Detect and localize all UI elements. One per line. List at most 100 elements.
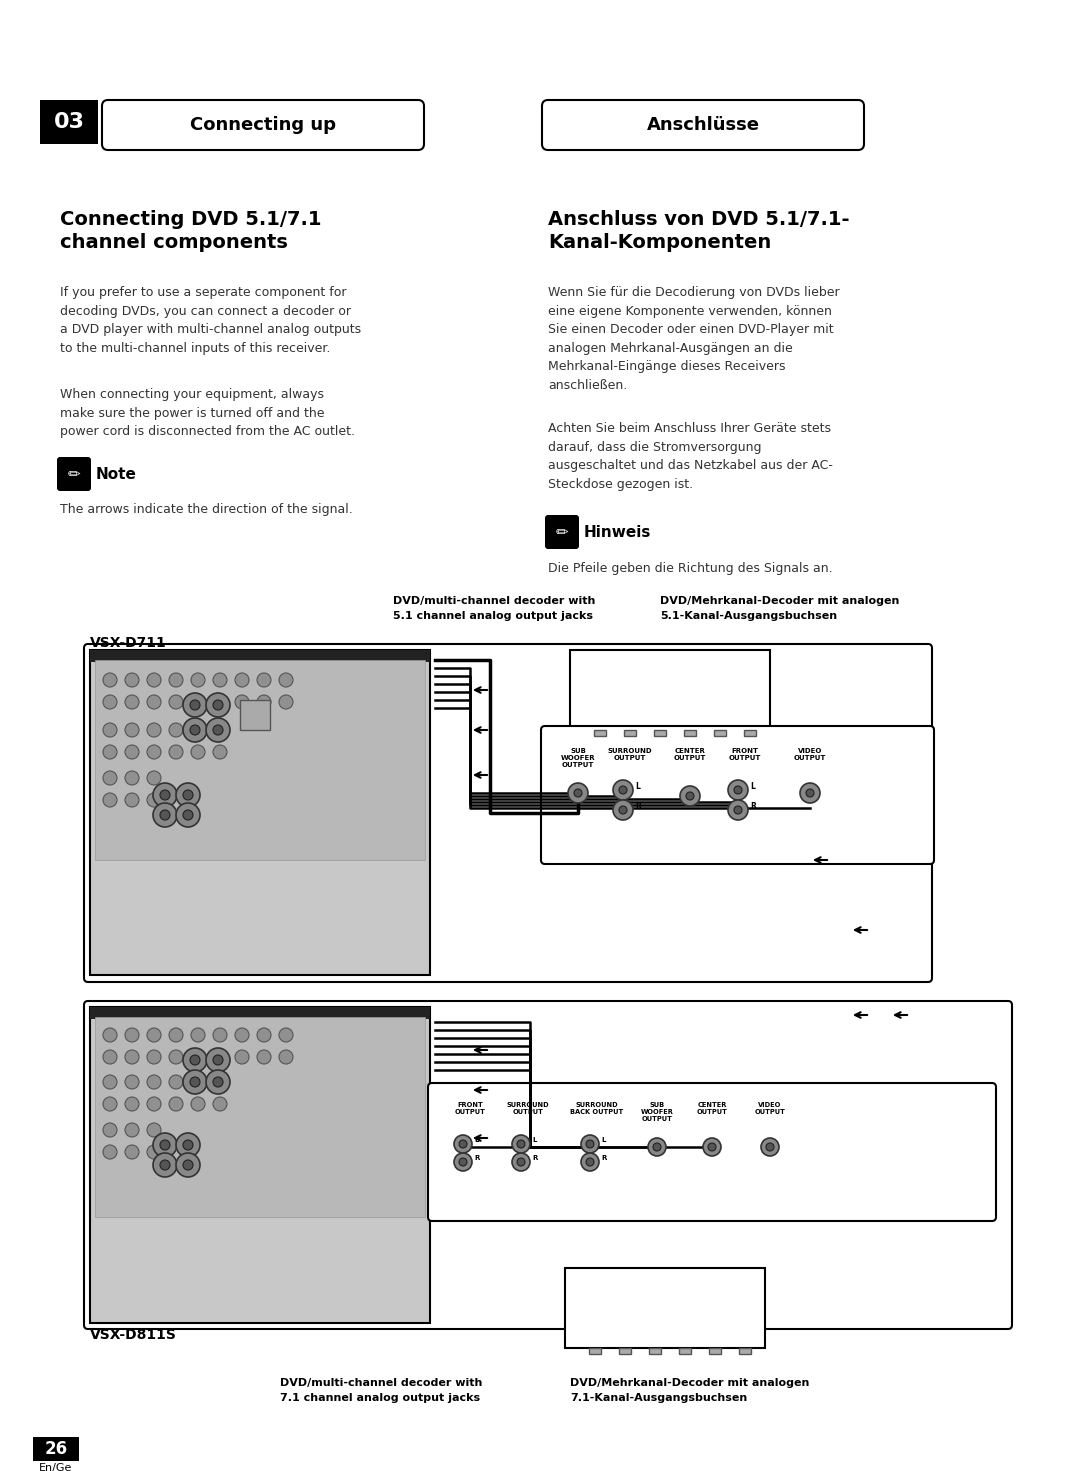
Text: Note: Note xyxy=(96,466,137,481)
Circle shape xyxy=(454,1153,472,1171)
Bar xyxy=(654,730,666,736)
Circle shape xyxy=(213,700,222,710)
Circle shape xyxy=(703,1139,721,1156)
Bar xyxy=(90,650,430,975)
Bar xyxy=(90,1008,430,1019)
Circle shape xyxy=(213,1075,227,1089)
Text: FRONT
OUTPUT: FRONT OUTPUT xyxy=(729,747,761,761)
Circle shape xyxy=(728,800,748,819)
Circle shape xyxy=(176,1153,200,1177)
Bar xyxy=(90,1008,430,1322)
Circle shape xyxy=(160,790,170,800)
Circle shape xyxy=(459,1158,467,1167)
Circle shape xyxy=(103,1097,117,1111)
Text: L: L xyxy=(635,781,639,790)
Circle shape xyxy=(190,1055,200,1065)
Circle shape xyxy=(183,718,207,741)
Bar xyxy=(708,1347,721,1353)
Circle shape xyxy=(517,1140,525,1147)
Text: ✏: ✏ xyxy=(68,466,80,481)
Circle shape xyxy=(103,724,117,737)
Text: Connecting up: Connecting up xyxy=(190,116,336,134)
Circle shape xyxy=(125,1050,139,1064)
Circle shape xyxy=(206,718,230,741)
Circle shape xyxy=(168,1050,183,1064)
Bar xyxy=(714,730,726,736)
Text: 7.1-Kanal-Ausgangsbuchsen: 7.1-Kanal-Ausgangsbuchsen xyxy=(570,1393,747,1403)
Circle shape xyxy=(686,791,694,800)
Text: When connecting your equipment, always
make sure the power is turned off and the: When connecting your equipment, always m… xyxy=(60,388,355,438)
Circle shape xyxy=(734,786,742,794)
Text: SUB
WOOFER
OUTPUT: SUB WOOFER OUTPUT xyxy=(561,747,595,768)
Bar xyxy=(33,1437,79,1461)
Circle shape xyxy=(279,1050,293,1064)
Text: L: L xyxy=(532,1137,537,1143)
Text: VIDEO
OUTPUT: VIDEO OUTPUT xyxy=(755,1102,785,1115)
Circle shape xyxy=(206,1047,230,1072)
Circle shape xyxy=(586,1140,594,1147)
Circle shape xyxy=(125,1144,139,1159)
Circle shape xyxy=(147,1144,161,1159)
Text: 03: 03 xyxy=(54,112,84,132)
Circle shape xyxy=(190,1077,200,1087)
Circle shape xyxy=(103,1144,117,1159)
Circle shape xyxy=(279,674,293,687)
FancyBboxPatch shape xyxy=(545,515,579,549)
Text: En/Ge: En/Ge xyxy=(39,1464,72,1471)
Text: SURROUND
BACK OUTPUT: SURROUND BACK OUTPUT xyxy=(570,1102,623,1115)
Circle shape xyxy=(206,693,230,716)
Bar xyxy=(684,730,696,736)
Circle shape xyxy=(235,1028,249,1041)
Circle shape xyxy=(125,694,139,709)
Circle shape xyxy=(103,771,117,786)
Circle shape xyxy=(147,1097,161,1111)
Circle shape xyxy=(125,1075,139,1089)
Circle shape xyxy=(213,694,227,709)
Circle shape xyxy=(728,780,748,800)
Circle shape xyxy=(168,694,183,709)
Circle shape xyxy=(176,803,200,827)
Text: R: R xyxy=(474,1155,480,1161)
Circle shape xyxy=(191,724,205,737)
Circle shape xyxy=(257,1050,271,1064)
Text: FRONT
OUTPUT: FRONT OUTPUT xyxy=(455,1102,485,1115)
Circle shape xyxy=(147,724,161,737)
Circle shape xyxy=(257,1028,271,1041)
Circle shape xyxy=(103,1050,117,1064)
Circle shape xyxy=(806,788,814,797)
Circle shape xyxy=(125,793,139,808)
Text: 5.1-Kanal-Ausgangsbuchsen: 5.1-Kanal-Ausgangsbuchsen xyxy=(660,610,837,621)
FancyBboxPatch shape xyxy=(84,644,932,983)
Circle shape xyxy=(619,806,627,813)
Circle shape xyxy=(176,783,200,808)
Circle shape xyxy=(613,780,633,800)
Circle shape xyxy=(235,674,249,687)
Circle shape xyxy=(183,790,193,800)
FancyBboxPatch shape xyxy=(428,1083,996,1221)
FancyBboxPatch shape xyxy=(57,457,91,491)
Circle shape xyxy=(734,806,742,813)
Text: DVD/Mehrkanal-Decoder mit analogen: DVD/Mehrkanal-Decoder mit analogen xyxy=(660,596,900,606)
Circle shape xyxy=(147,1075,161,1089)
Circle shape xyxy=(153,783,177,808)
Bar xyxy=(40,100,98,144)
Text: CENTER
OUTPUT: CENTER OUTPUT xyxy=(697,1102,728,1115)
Circle shape xyxy=(147,694,161,709)
Circle shape xyxy=(103,1028,117,1041)
Text: 26: 26 xyxy=(44,1440,68,1458)
Circle shape xyxy=(183,1069,207,1094)
Circle shape xyxy=(708,1143,716,1150)
Bar xyxy=(589,1347,600,1353)
Circle shape xyxy=(257,694,271,709)
Text: SURROUND
OUTPUT: SURROUND OUTPUT xyxy=(608,747,652,761)
Circle shape xyxy=(279,1028,293,1041)
Circle shape xyxy=(183,1140,193,1150)
Circle shape xyxy=(103,1075,117,1089)
Circle shape xyxy=(454,1136,472,1153)
Circle shape xyxy=(648,1139,666,1156)
Bar xyxy=(649,1347,661,1353)
Bar xyxy=(90,650,430,662)
Circle shape xyxy=(619,786,627,794)
Text: R: R xyxy=(600,1155,606,1161)
Circle shape xyxy=(125,744,139,759)
